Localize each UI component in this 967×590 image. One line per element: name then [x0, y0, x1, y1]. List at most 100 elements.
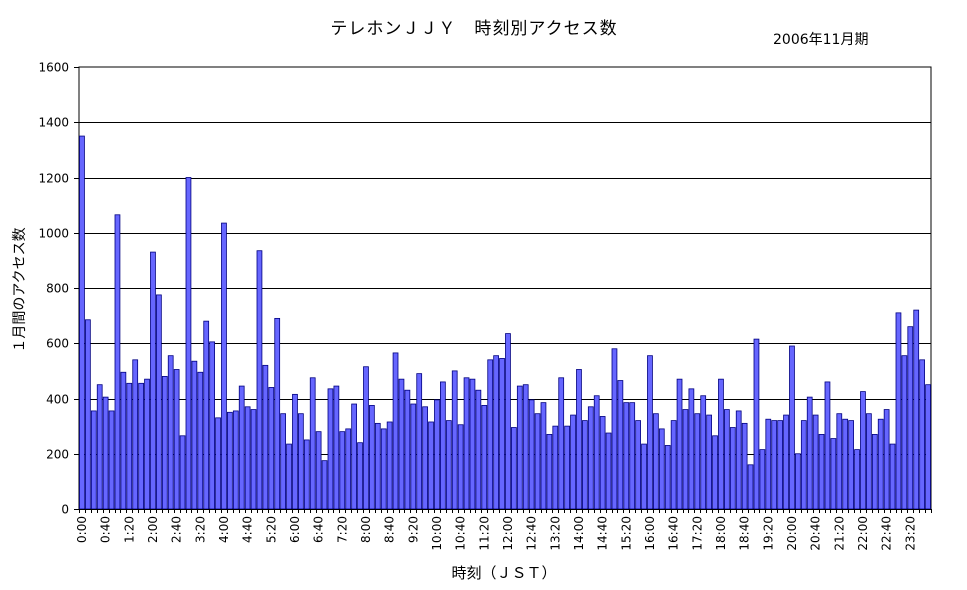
y-tick-label: 600: [46, 337, 69, 351]
x-tick-label: 4:40: [241, 516, 255, 543]
bar: [339, 431, 346, 510]
bar: [789, 345, 795, 510]
bar: [877, 418, 884, 510]
bar: [398, 378, 405, 510]
bar: [534, 413, 541, 510]
bar: [445, 420, 452, 510]
bar: [250, 409, 257, 510]
bar: [635, 420, 641, 510]
bar: [528, 399, 535, 510]
bar: [280, 413, 286, 510]
bar: [179, 435, 186, 510]
bar: [883, 409, 890, 510]
bar: [558, 377, 565, 510]
bar: [167, 355, 174, 510]
x-axis-label: 時刻（ＪＳＴ）: [451, 564, 557, 582]
bar: [232, 410, 239, 510]
x-tick-label: 2:40: [170, 516, 184, 543]
bar: [676, 378, 683, 510]
x-tick-label: 14:00: [572, 516, 586, 551]
y-tick-label: 1000: [38, 227, 69, 241]
bar: [564, 425, 570, 510]
bar: [238, 385, 245, 510]
bar: [185, 177, 192, 510]
bar: [836, 413, 843, 510]
bar: [540, 402, 547, 510]
bar: [907, 326, 914, 510]
bar: [227, 411, 233, 510]
y-tick-label: 0: [61, 503, 69, 517]
bar: [404, 389, 411, 510]
bar: [333, 385, 340, 510]
bar: [96, 384, 103, 510]
bar: [463, 377, 470, 510]
x-tick-label: 17:20: [690, 516, 704, 551]
bar: [729, 427, 736, 510]
bar: [114, 214, 121, 510]
bar: [913, 309, 920, 510]
y-axis-label: １月間のアクセス数: [12, 227, 28, 353]
bar: [499, 358, 505, 510]
bar: [795, 453, 801, 510]
bar: [576, 369, 582, 510]
bar: [493, 355, 499, 510]
bar: [309, 377, 316, 510]
bar: [919, 359, 925, 510]
bar: [120, 371, 127, 510]
bar: [611, 348, 618, 510]
bar: [860, 391, 866, 510]
bar: [694, 413, 701, 510]
bar: [144, 378, 150, 510]
bar: [197, 371, 204, 510]
bar: [682, 409, 689, 510]
bar: [369, 405, 375, 510]
bar: [392, 352, 399, 510]
x-tick-label: 14:40: [596, 516, 610, 551]
bar: [268, 387, 275, 510]
y-tick-label: 400: [46, 393, 69, 407]
bar: [871, 434, 878, 510]
x-tick-label: 12:00: [501, 516, 515, 551]
bar: [753, 338, 760, 510]
bar: [191, 360, 198, 510]
bar: [469, 378, 476, 510]
x-tick-label: 2:00: [146, 516, 160, 543]
bar: [866, 413, 872, 510]
bar: [842, 418, 849, 510]
bar: [410, 403, 417, 510]
x-tick-label: 4:00: [217, 516, 231, 543]
x-tick-label: 12:40: [525, 516, 539, 551]
bar: [374, 422, 381, 510]
bar: [351, 403, 357, 510]
bar: [173, 369, 180, 510]
bar: [800, 420, 807, 510]
bar: [386, 421, 393, 510]
bar: [771, 420, 778, 510]
x-tick-label: 11:20: [477, 516, 491, 551]
x-tick-label: 18:00: [714, 516, 728, 551]
x-tick-label: 16:00: [643, 516, 657, 551]
x-tick-label: 6:00: [288, 516, 302, 543]
bar: [741, 422, 748, 510]
chart-title: テレホンＪＪＹ 時刻別アクセス数: [330, 19, 618, 39]
bar: [286, 443, 292, 510]
bar: [85, 319, 91, 510]
bar: [416, 373, 423, 510]
bar: [422, 406, 428, 510]
bar: [806, 396, 813, 510]
bar: [653, 413, 659, 510]
bar: [209, 341, 215, 510]
bar: [505, 333, 511, 510]
y-tick-label: 1600: [38, 61, 69, 75]
bar: [783, 414, 789, 510]
bar: [824, 381, 831, 510]
bar: [274, 317, 281, 510]
bar: [363, 366, 369, 510]
bar: [150, 251, 156, 510]
x-tick-label: 0:40: [99, 516, 113, 543]
bar: [522, 384, 529, 510]
bar: [215, 417, 221, 510]
bar: [487, 359, 494, 510]
bar: [718, 378, 724, 510]
bar: [599, 416, 606, 510]
